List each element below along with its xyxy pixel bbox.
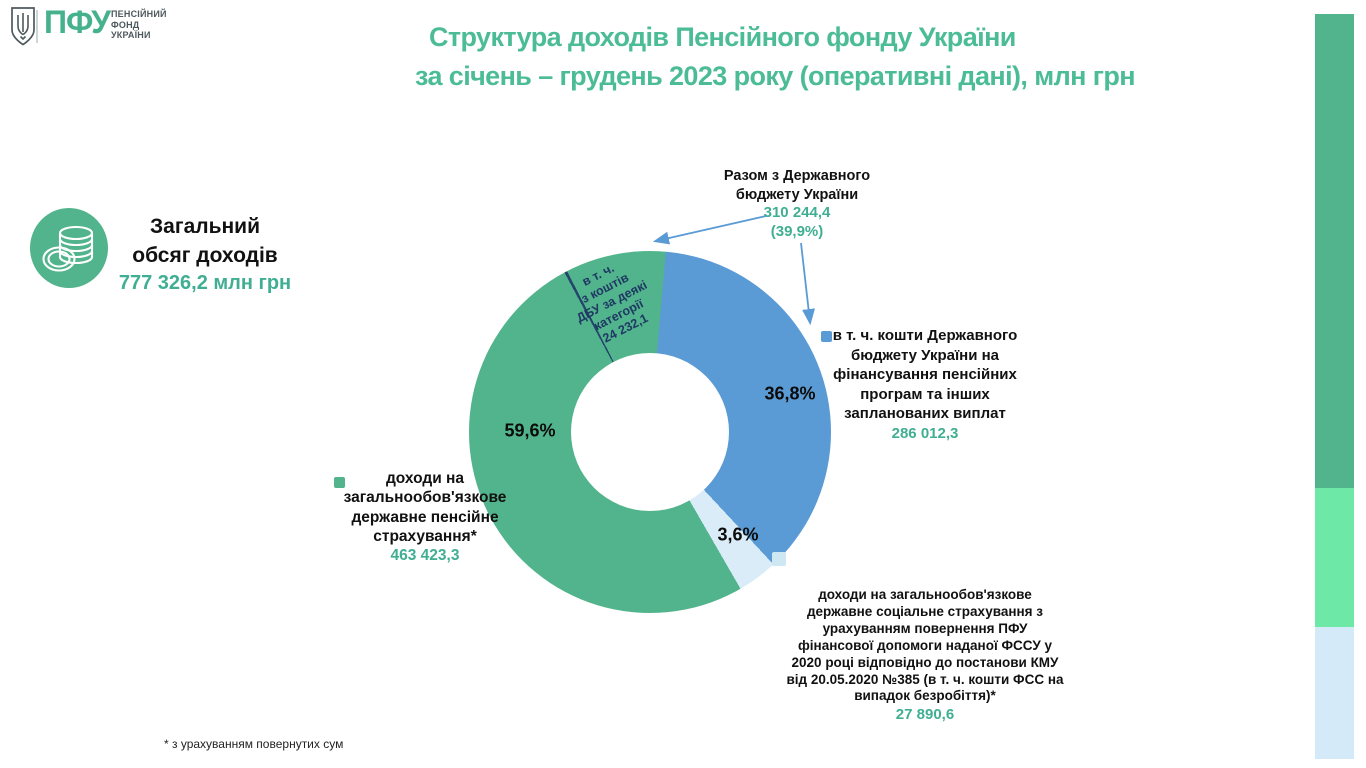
total-income-value: 777 326,2 млн грн — [118, 272, 292, 294]
accent-bar-green — [1315, 14, 1354, 488]
total-income-label-line1: Загальний — [149, 215, 260, 238]
logo-abbr: ПФУ — [44, 4, 111, 40]
logo-name: ПЕНСІЙНИЙ ФОНД УКРАЇНИ — [111, 9, 167, 41]
page-title-line1: Структура доходів Пенсійного фонду Украї… — [429, 22, 1016, 52]
legend-blue-line: фінансування пенсійних — [833, 366, 1017, 383]
total-income-block: Загальний обсяг доходів 777 326,2 млн гр… — [110, 213, 300, 297]
accent-bar — [1315, 14, 1354, 759]
callout-value: 310 244,4 — [763, 204, 831, 222]
legend-blue-label: в т. ч. кошти Державного бюджету України… — [825, 326, 1025, 443]
lightblue-slice-percent: 3,6% — [717, 524, 759, 545]
legend-blue-line: в т. ч. кошти Державного — [832, 327, 1018, 344]
legend-green-line: загальнообов'язкове — [343, 489, 507, 507]
legend-lightblue-line: 2020 році відповідно до постанови КМУ — [791, 654, 1059, 670]
legend-marker-blue — [821, 331, 832, 342]
blue-slice-percent: 36,8% — [764, 383, 816, 404]
accent-bar-lightgreen — [1315, 488, 1354, 627]
legend-green-line: страхування* — [373, 527, 477, 545]
page-title-line2: за січень – грудень 2023 року (оперативн… — [415, 61, 1136, 91]
callout-line1: Разом з Державного — [723, 168, 871, 184]
legend-green-value: 463 423,3 — [390, 547, 460, 565]
accent-bar-lightblue — [1315, 627, 1354, 759]
legend-lightblue-label: доходи на загальнообов'язкове державне с… — [780, 587, 1070, 725]
legend-lightblue-line: фінансової допомоги наданої ФССУ у — [797, 637, 1052, 653]
legend-lightblue-value: 27 890,6 — [895, 706, 955, 724]
callout-percent: (39,9%) — [770, 222, 824, 240]
legend-blue-line: програм та інших — [860, 385, 990, 403]
legend-blue-line: бюджету України на — [850, 346, 1000, 364]
trident-icon — [11, 7, 35, 46]
legend-lightblue-line: урахуванням повернення ПФУ — [822, 620, 1028, 636]
logo-divider — [36, 10, 38, 43]
legend-lightblue-line: державне соціальне страхування з — [806, 603, 1044, 619]
green-slice-percent: 59,6% — [504, 420, 556, 441]
logo-name-line: ФОНД — [111, 19, 140, 30]
donut-chart — [469, 251, 831, 613]
legend-blue-line: запланованих виплат — [844, 405, 1006, 422]
coins-icon — [30, 208, 108, 288]
legend-green-label: доходи на загальнообов'язкове державне п… — [340, 469, 510, 565]
callout-line2: бюджету України — [735, 186, 859, 203]
legend-marker-lightblue — [772, 552, 786, 566]
legend-green-line: доходи на — [385, 470, 465, 487]
state-budget-callout: Разом з Державного бюджету України 310 2… — [707, 167, 887, 241]
total-income-label-line2: обсяг доходів — [132, 243, 278, 267]
arrow-to-blue-legend — [800, 242, 815, 326]
legend-lightblue-line: доходи на загальнообов'язкове — [818, 587, 1032, 602]
legend-marker-green — [334, 477, 345, 488]
legend-lightblue-line: випадок безробіття)* — [854, 688, 996, 704]
footnote: * з урахуванням повернутих сум — [164, 737, 344, 751]
pfu-logo — [8, 6, 38, 48]
legend-green-line: державне пенсійне — [351, 508, 499, 526]
logo-name-line: ПЕНСІЙНИЙ — [111, 9, 167, 19]
logo-name-line: УКРАЇНИ — [111, 30, 151, 40]
legend-blue-value: 286 012,3 — [891, 424, 959, 442]
legend-lightblue-line: від 20.05.2020 №385 (в т. ч. кошти ФСС н… — [786, 671, 1064, 687]
